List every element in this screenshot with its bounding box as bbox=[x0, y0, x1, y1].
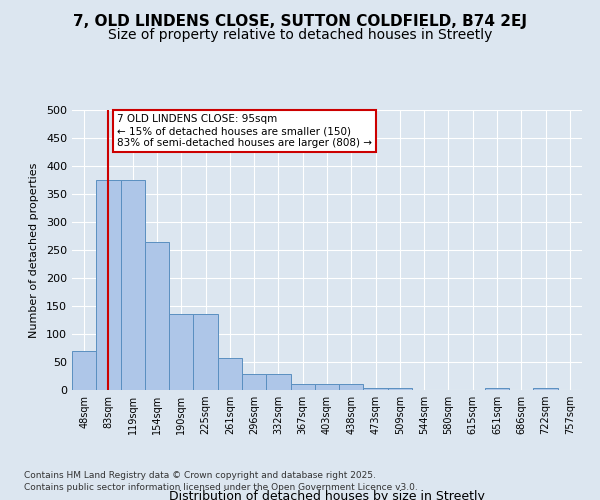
Bar bbox=[96, 180, 121, 390]
X-axis label: Distribution of detached houses by size in Streetly: Distribution of detached houses by size … bbox=[169, 490, 485, 500]
Bar bbox=[218, 358, 242, 390]
Bar bbox=[169, 314, 193, 390]
Bar bbox=[364, 388, 388, 390]
Bar bbox=[485, 388, 509, 390]
Bar bbox=[533, 388, 558, 390]
Bar bbox=[121, 180, 145, 390]
Text: 7 OLD LINDENS CLOSE: 95sqm
← 15% of detached houses are smaller (150)
83% of sem: 7 OLD LINDENS CLOSE: 95sqm ← 15% of deta… bbox=[117, 114, 372, 148]
Bar bbox=[193, 314, 218, 390]
Bar bbox=[242, 374, 266, 390]
Bar bbox=[145, 242, 169, 390]
Bar bbox=[339, 384, 364, 390]
Text: Contains HM Land Registry data © Crown copyright and database right 2025.: Contains HM Land Registry data © Crown c… bbox=[24, 471, 376, 480]
Bar bbox=[315, 384, 339, 390]
Text: Size of property relative to detached houses in Streetly: Size of property relative to detached ho… bbox=[108, 28, 492, 42]
Y-axis label: Number of detached properties: Number of detached properties bbox=[29, 162, 39, 338]
Bar bbox=[290, 384, 315, 390]
Text: 7, OLD LINDENS CLOSE, SUTTON COLDFIELD, B74 2EJ: 7, OLD LINDENS CLOSE, SUTTON COLDFIELD, … bbox=[73, 14, 527, 29]
Bar bbox=[266, 374, 290, 390]
Bar bbox=[388, 388, 412, 390]
Bar bbox=[72, 351, 96, 390]
Text: Contains public sector information licensed under the Open Government Licence v3: Contains public sector information licen… bbox=[24, 484, 418, 492]
